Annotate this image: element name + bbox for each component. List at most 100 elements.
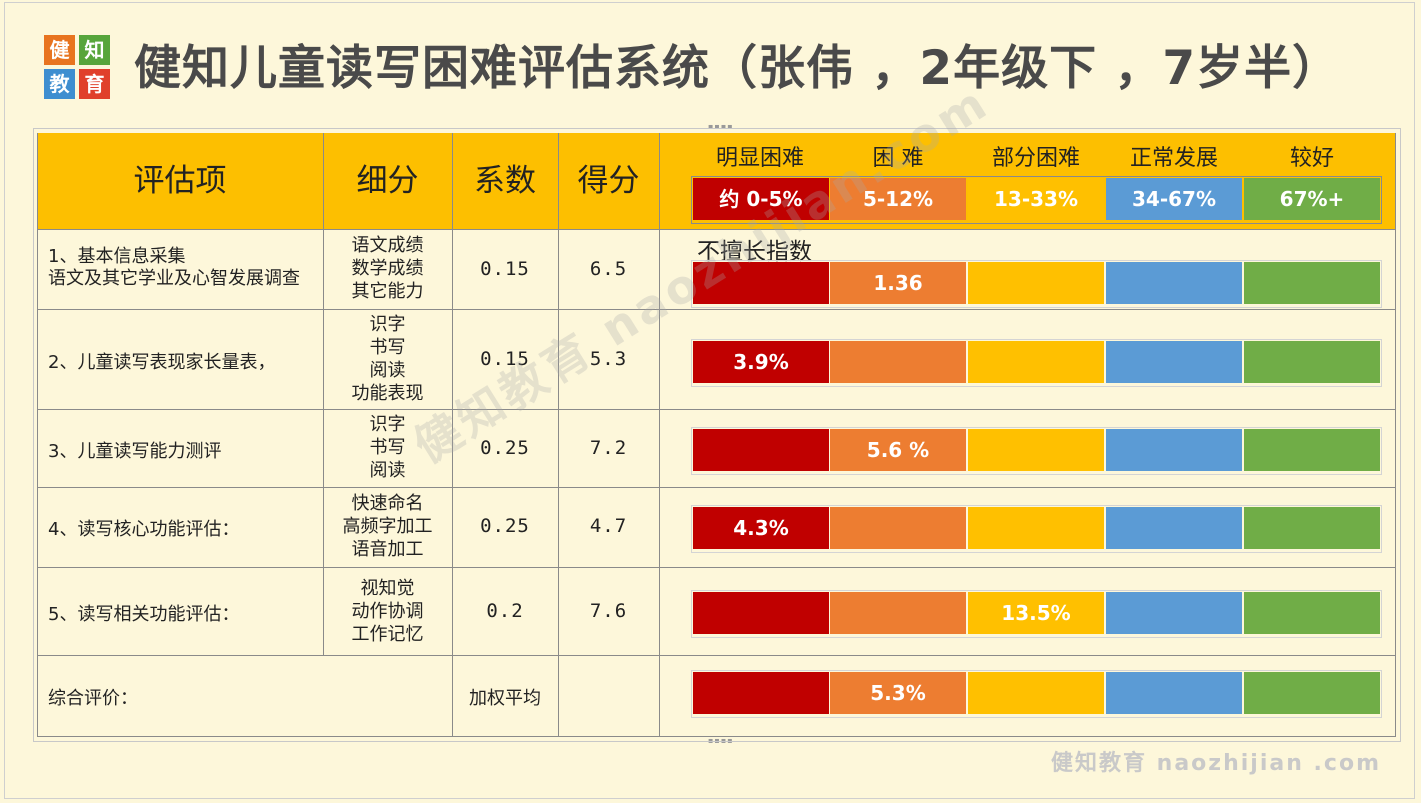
logo-char: 知 [79,35,110,65]
bar-segment: 13.5% [968,592,1104,634]
coef-value: 0.25 [480,437,530,459]
sub-item: 视知觉 [360,578,415,599]
item-label: 1、基本信息采集 语文及其它学业及心智发展调查 [48,246,320,290]
bar-segment: 3.9% [693,341,829,383]
grid-line [323,133,324,655]
scale-label: 部分困难 [991,146,1080,171]
bar-segment [830,507,966,549]
bar-segment [1106,592,1242,634]
header-score: 得分 [577,163,640,199]
watermark-corner: 健知教育 naozhijian .com [1051,751,1381,776]
score-value: 7.6 [589,600,628,622]
grid-line [37,229,1396,230]
sub-item: 阅读 [369,360,406,381]
score-value: 6.5 [589,258,628,280]
coef-value: 0.15 [480,348,530,370]
sub-item: 高频字加工 [342,516,433,537]
summary-method: 加权平均 [469,688,541,709]
item-line: 语文及其它学业及心智发展调查 [48,268,300,289]
score-bar: 5.6 % [691,427,1382,475]
sub-items: 快速命名 高频字加工 语音加工 [323,492,452,561]
sub-item: 工作记忆 [351,624,424,645]
sub-items: 识字 书写 阅读 功能表现 [323,313,452,405]
bar-segment [693,592,829,634]
sub-item: 语文成绩 [351,235,424,256]
grid-line [37,655,1396,656]
header-coef: 系数 [474,163,536,199]
grid-line [37,309,1396,310]
score-value: 4.7 [589,515,628,537]
bar-segment: 5.6 % [830,429,966,471]
bar-segment [830,592,966,634]
bar-segment [1106,341,1242,383]
grid-line [37,567,1396,568]
header-item: 评估项 [133,163,227,199]
bar-segment [693,262,829,304]
logo-char: 教 [44,69,75,99]
header-sub: 细分 [356,163,419,199]
bar-segment [1244,429,1380,471]
grid-line [1395,133,1396,736]
sub-item: 语音加工 [351,539,424,560]
scale-label: 较好 [1289,146,1334,171]
bar-segment [693,672,829,714]
scale-label: 正常发展 [1129,146,1218,171]
sub-item: 动作协调 [351,601,424,622]
score-value: 7.2 [589,437,628,459]
score-bar: 1.36 [691,260,1382,308]
logo-char: 健 [44,35,75,65]
bar-segment [1244,592,1380,634]
bar-segment [1244,507,1380,549]
sub-item: 功能表现 [351,383,424,404]
assessment-table [33,128,1401,742]
bar-segment: 4.3% [693,507,829,549]
bar-segment [968,429,1104,471]
summary-bar: 5.3% [691,670,1382,718]
scale-range: 34-67% [1106,178,1242,220]
sub-items: 识字 书写 阅读 [323,413,452,482]
bar-segment [1106,672,1242,714]
score-bar: 4.3% [691,505,1382,553]
coef-value: 0.25 [480,515,530,537]
item-label: 4、读写核心功能评估： [48,519,240,540]
sub-item: 阅读 [369,460,406,481]
grid-line [37,736,1396,737]
scale-range: 67%+ [1244,178,1380,220]
bar-segment [968,672,1104,714]
score-value: 5.3 [589,348,628,370]
grid-line [37,409,1396,410]
sub-item: 识字 [369,414,406,435]
scale-range: 约 0-5% [693,178,829,220]
scale-range: 5-12% [830,178,966,220]
bar-segment [830,341,966,383]
sub-item: 其它能力 [351,281,424,302]
bar-segment: 5.3% [830,672,966,714]
grid-line [37,133,38,736]
bar-segment [1106,507,1242,549]
bar-segment [1244,672,1380,714]
sub-items: 语文成绩 数学成绩 其它能力 [323,234,452,303]
grid-line [659,133,660,736]
item-label: 2、儿童读写表现家长量表， [48,352,276,373]
item-label: 5、读写相关功能评估： [48,604,240,625]
grid-line [558,133,559,736]
resize-handle-bottom[interactable]: ▪▪▪▪ [708,736,734,745]
bar-segment [1106,429,1242,471]
bar-segment [1244,262,1380,304]
score-bar: 3.9% [691,339,1382,387]
sub-item: 快速命名 [351,493,424,514]
coef-value: 0.2 [486,600,524,622]
page-title: 健知儿童读写困难评估系统（张伟 ，2年级下 ，7岁半） [134,41,1341,96]
grid-line [37,487,1396,488]
resize-handle-top[interactable]: ▪▪▪▪ [708,122,734,131]
logo-char: 育 [79,69,110,99]
bar-segment [1106,262,1242,304]
item-label: 3、儿童读写能力测评 [48,441,222,462]
scale-legend: 约 0-5% 5-12% 13-33% 34-67% 67%+ [691,176,1382,224]
score-bar: 13.5% [691,590,1382,638]
sub-item: 书写 [369,437,406,458]
grid-line [452,133,453,736]
sub-item: 识字 [369,314,406,335]
scale-range: 13-33% [968,178,1104,220]
sub-items: 视知觉 动作协调 工作记忆 [323,577,452,646]
